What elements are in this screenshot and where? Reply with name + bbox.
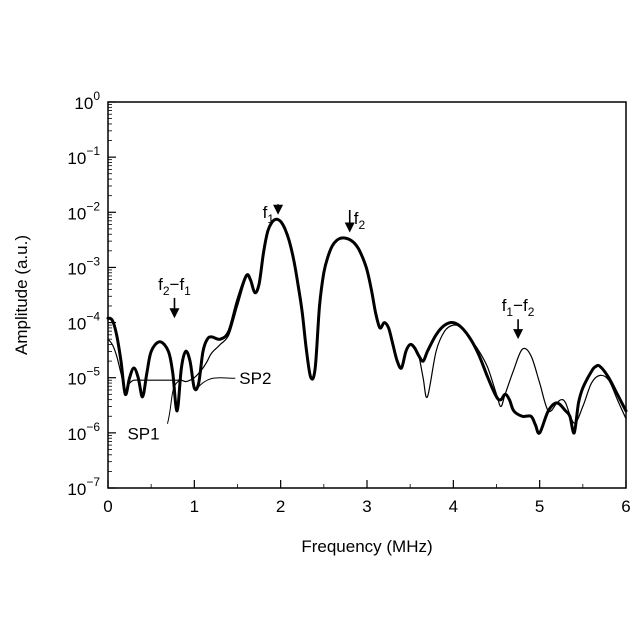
y-tick-exponent: −2: [86, 199, 100, 213]
annotation-label-f2: f2: [354, 209, 366, 232]
series-label-sp1: SP1: [127, 425, 159, 444]
y-tick-exponent: −3: [86, 254, 100, 268]
x-tick-label: 3: [362, 497, 371, 516]
x-axis-ticks: 0 1 2 3 4 5 6: [103, 480, 630, 516]
y-tick-label: 10−3: [67, 254, 100, 278]
y-tick-exponent: −7: [86, 475, 100, 489]
arrow-head-icon: [513, 329, 523, 339]
series-sp1-line: [108, 219, 626, 433]
x-tick-label: 6: [621, 497, 630, 516]
y-tick-label: 10−1: [67, 144, 100, 168]
annotation-label-f1: f1: [263, 203, 275, 226]
y-tick-exponent: −1: [86, 144, 100, 158]
series-sp2-line: [108, 219, 626, 423]
annotation-label-f2-f1: f2−f1: [158, 275, 191, 298]
x-tick-label: 0: [103, 497, 112, 516]
arrow-head-icon: [273, 205, 283, 215]
y-tick-label: 10−2: [67, 199, 100, 223]
y-tick-base: 10: [67, 480, 86, 499]
x-tick-label: 1: [190, 497, 199, 516]
y-tick-base: 10: [67, 259, 86, 278]
y-tick-base: 10: [67, 149, 86, 168]
y-tick-base: 10: [67, 204, 86, 223]
y-tick-label: 10−7: [67, 475, 100, 499]
sp2-leader-line: [197, 378, 235, 389]
series-layer: [108, 219, 626, 433]
y-tick-label: 100: [74, 89, 100, 113]
y-tick-exponent: −6: [86, 420, 100, 434]
y-tick-base: 10: [67, 425, 86, 444]
x-axis-title: Frequency (MHz): [301, 537, 432, 556]
annotation-label-f1-f2: f1−f2: [502, 296, 535, 319]
y-tick-base: 10: [67, 370, 86, 389]
y-tick-base: 10: [67, 315, 86, 334]
x-tick-label: 4: [449, 497, 458, 516]
annotation-layer: f1 f2 f2−f1 f1−f2 SP2 SP1: [127, 203, 534, 444]
y-tick-label: 10−5: [67, 365, 100, 389]
y-axis-title: Amplitude (a.u.): [12, 235, 31, 355]
x-tick-label: 2: [276, 497, 285, 516]
series-label-sp2: SP2: [239, 369, 271, 388]
y-tick-exponent: −4: [86, 310, 100, 324]
y-tick-label: 10−4: [67, 310, 100, 334]
arrow-head-icon: [169, 308, 179, 318]
y-tick-base: 10: [74, 94, 93, 113]
x-tick-label: 5: [535, 497, 544, 516]
y-tick-label: 10−6: [67, 420, 100, 444]
y-tick-exponent: −5: [86, 365, 100, 379]
y-tick-exponent: 0: [93, 89, 100, 103]
